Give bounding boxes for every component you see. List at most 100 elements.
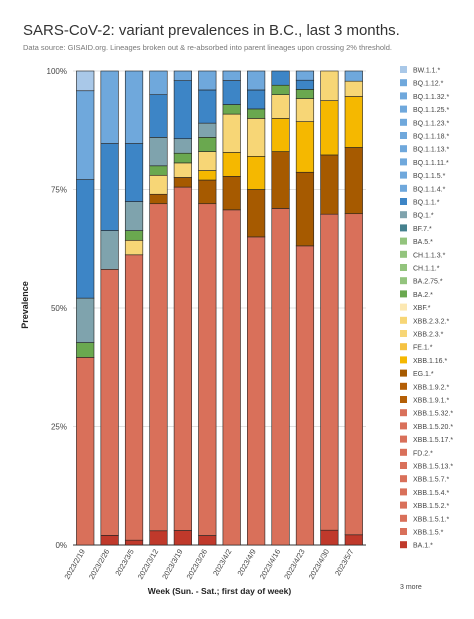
legend-entry: XBB.1.5.4.*: [413, 490, 449, 497]
legend-entry: XBB.1.5.17.*: [413, 437, 453, 444]
legend-entry: BW.1.1.*: [413, 68, 441, 75]
bar-segment: [320, 213, 339, 531]
bar-segment: [344, 147, 363, 215]
bar-segment: [247, 108, 266, 119]
legend-entry: BQ.1.1.11.*: [413, 160, 449, 167]
legend-entry: XBB.1.9.1.*: [413, 398, 449, 405]
legend-swatch: [400, 541, 407, 549]
legend-entry: BQ.1.1.13.*: [413, 147, 449, 154]
bar-segment: [198, 122, 217, 138]
legend-swatch: [400, 514, 407, 522]
legend-entry: BA.5.*: [413, 239, 433, 246]
legend-swatch: [400, 528, 407, 535]
legend-swatch: [400, 92, 407, 100]
bar-segment: [222, 176, 241, 211]
legend-swatch: [400, 224, 407, 232]
legend-swatch: [400, 79, 407, 87]
bar-segment: [124, 201, 144, 231]
legend-entry: XBB.1.5.13.*: [413, 464, 453, 471]
legend-entry: BQ.1.1.5.*: [413, 173, 446, 180]
legend-more-link[interactable]: 3 more: [400, 584, 422, 591]
bar-segment: [100, 70, 119, 144]
bar-segment: [198, 170, 217, 181]
bar-segment: [271, 118, 290, 152]
bar-segment: [344, 534, 363, 546]
bar-segment: [173, 186, 192, 531]
bar-segment: [76, 90, 95, 180]
legend-swatch: [400, 448, 407, 456]
legend-entry: FE.1.*: [413, 345, 433, 352]
legend-swatch: [400, 237, 407, 245]
legend-entry: EG.1.*: [413, 371, 434, 378]
bar-segment: [247, 236, 266, 546]
legend-entry: XBB.1.9.2.*: [413, 384, 449, 391]
legend-swatch: [400, 184, 407, 192]
bar-segment: [344, 80, 363, 97]
x-tick-label: 2023/3/12: [136, 548, 160, 581]
legend-swatch: [400, 303, 407, 311]
legend-entry: CH.1.1.*: [413, 266, 440, 273]
bar-segment: [100, 230, 119, 270]
legend-entry: BA.2.75.*: [413, 279, 443, 286]
bar-segment: [344, 96, 363, 148]
x-tick-label: 2023/4/9: [235, 548, 257, 578]
x-tick-label: 2023/4/2: [211, 548, 233, 578]
bar-segment: [173, 162, 192, 178]
bar-segment: [222, 104, 241, 115]
bar-segment: [173, 152, 192, 164]
bar-segment: [222, 209, 241, 546]
y-tick-label: 50%: [51, 304, 67, 313]
bar-segment: [271, 208, 290, 546]
x-tick-label: 2023/4/30: [307, 548, 331, 581]
bar-segment: [124, 143, 144, 202]
legend-swatch: [400, 118, 407, 126]
bar-segment: [173, 530, 192, 546]
bar-segment: [295, 89, 315, 99]
legend-swatch: [400, 132, 407, 139]
bar-segment: [271, 70, 290, 86]
bar-segment: [76, 342, 95, 358]
legend-entry: XBF.*: [413, 305, 431, 312]
legend-entry: XBB.2.3.2.*: [413, 318, 449, 325]
chart-subtitle: Data source: GISAID.org. Lineages broken…: [23, 43, 392, 52]
legend-entry: BQ.1.1.23.*: [413, 120, 449, 127]
bar-segment: [173, 177, 192, 188]
bar-segment: [149, 203, 168, 532]
bar-segment: [344, 213, 363, 536]
bar-segment: [198, 535, 217, 546]
bar-segment: [271, 84, 290, 96]
legend-entry: XBB.1.5.32.*: [413, 411, 453, 418]
bar-segment: [320, 154, 339, 215]
legend-swatch: [400, 369, 407, 377]
legend-swatch: [400, 435, 407, 443]
bar-segment: [320, 70, 339, 101]
bar-segment: [271, 94, 290, 119]
legend-swatch: [400, 501, 407, 509]
x-tick-label: 2023/2/26: [87, 548, 111, 581]
legend-entry: FD.2.*: [413, 450, 433, 457]
legend-swatch: [400, 330, 407, 337]
legend-swatch: [400, 382, 407, 390]
legend-entry: BQ.1.1.*: [413, 200, 440, 207]
bar-segment: [222, 80, 241, 105]
legend-entry: BA.1.*: [413, 543, 433, 550]
bar-segment: [100, 269, 119, 536]
bar-segment: [222, 152, 241, 177]
bar-segment: [173, 80, 192, 140]
bar-segment: [149, 137, 168, 167]
x-axis-label: Week (Sun. - Sat.; first day of week): [147, 586, 292, 596]
bar-segment: [271, 151, 290, 209]
legend-swatch: [400, 356, 407, 364]
legend-swatch: [400, 422, 407, 430]
legend-entry: BQ.1.*: [413, 213, 434, 220]
bar-segment: [76, 357, 95, 546]
bar-segment: [149, 70, 168, 96]
legend-swatch: [400, 198, 407, 205]
bar-segment: [344, 70, 363, 82]
bar-segment: [247, 118, 266, 157]
bar-segment: [222, 113, 241, 153]
bar-segment: [198, 151, 217, 171]
legend-swatch: [400, 396, 407, 403]
legend-entry: XBB.1.5.1.*: [413, 516, 449, 523]
